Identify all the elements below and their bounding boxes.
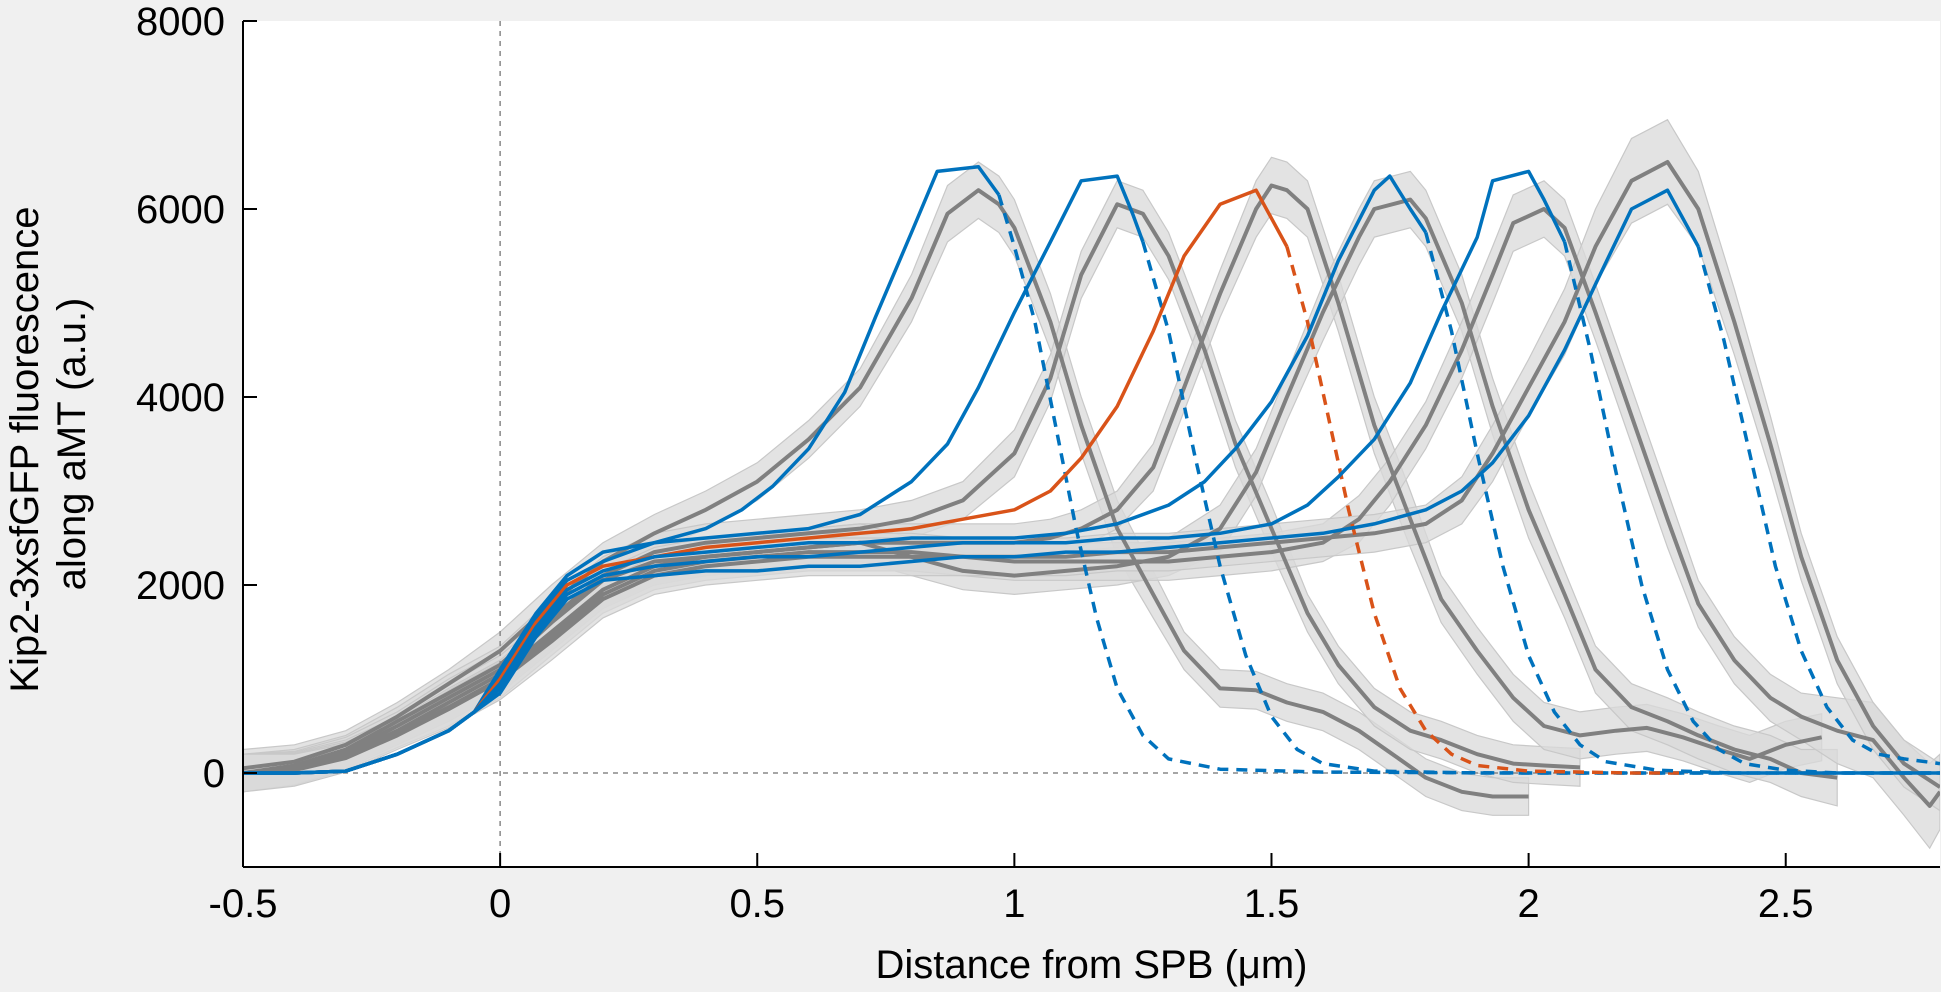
data-line-5 xyxy=(243,207,1940,808)
axes xyxy=(242,21,1940,868)
model-dashed-line-4 xyxy=(1424,232,1940,775)
model-dashed-line-2 xyxy=(1141,241,1940,775)
x-tick-label: 0 xyxy=(489,882,511,926)
y-axis-label: Kip2-3xsfGFP fluorescence along aMT (a.u… xyxy=(3,195,94,692)
data-line-3 xyxy=(243,183,1823,775)
data-series-group xyxy=(243,160,1940,808)
y-axis-label-line-2: along aMT (a.u.) xyxy=(50,298,94,591)
x-tick-label: 2 xyxy=(1517,882,1539,926)
model-series-group xyxy=(243,164,1940,775)
model-dashed-line-5 xyxy=(1562,241,1940,775)
y-tick-label: 0 xyxy=(203,752,225,796)
x-tick-label: 1 xyxy=(1003,882,1025,926)
x-tick-label: 1.5 xyxy=(1244,882,1300,926)
y-tick-label: 4000 xyxy=(136,376,225,420)
y-axis-ticks: 0 2000 4000 6000 8000 xyxy=(136,0,257,796)
model-dashed-line-1 xyxy=(997,194,1940,775)
y-tick-label: 8000 xyxy=(136,0,225,44)
y-tick-label: 2000 xyxy=(136,564,225,608)
model-dashed-line-3 xyxy=(1285,246,1683,775)
data-band-1 xyxy=(243,161,1530,816)
model-dashed-line-6 xyxy=(1696,246,1940,766)
data-line-4 xyxy=(243,197,1838,780)
y-axis-label-line-1: Kip2-3xsfGFP fluorescence xyxy=(3,206,47,692)
x-axis-ticks: -0.5 0 0.5 1 1.5 2 2.5 xyxy=(209,853,1814,926)
x-tick-label: -0.5 xyxy=(209,882,278,926)
x-tick-label: 0.5 xyxy=(729,882,785,926)
y-tick-label: 6000 xyxy=(136,188,225,232)
data-line-1 xyxy=(243,188,1529,799)
model-line-6 xyxy=(243,188,1700,775)
x-axis-label: Distance from SPB (μm) xyxy=(875,943,1307,987)
x-tick-label: 2.5 xyxy=(1758,882,1814,926)
data-line-6 xyxy=(243,160,1940,789)
